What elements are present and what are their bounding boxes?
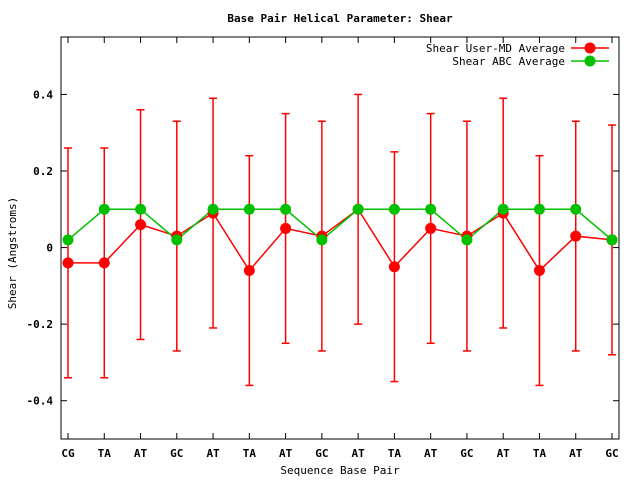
legend-marker (584, 55, 596, 67)
x-tick-label: TA (533, 447, 547, 460)
x-tick-label: AT (279, 447, 293, 460)
x-tick-label: TA (243, 447, 257, 460)
x-tick-label: GC (170, 447, 183, 460)
series-2-point (243, 203, 255, 215)
series-1-point (280, 222, 292, 234)
y-tick-label: -0.2 (27, 318, 54, 331)
x-tick-label: GC (315, 447, 328, 460)
series-1-point (388, 261, 400, 273)
plot-frame (60, 36, 620, 440)
series-1-point (425, 222, 437, 234)
series-markers (62, 203, 618, 277)
x-tick-label: GC (605, 447, 618, 460)
axis-ticks: -0.4 -0.2 0 0.2 0.4 CG TA AT GC AT TA AT GC AT TA AT GC A… (27, 37, 619, 460)
x-tick-label: AT (206, 447, 220, 460)
x-tick-label: AT (569, 447, 583, 460)
series-line-1 (68, 208, 613, 272)
series-2-point (425, 203, 437, 215)
legend-label: Shear User-MD Average (426, 42, 565, 55)
series-2-point (98, 203, 110, 215)
legend-label: Shear ABC Average (452, 55, 565, 68)
y-axis-label: Shear (Angstroms) (6, 197, 19, 310)
series-2-point (533, 203, 545, 215)
series-1-point (98, 257, 110, 269)
series-2-point (352, 203, 364, 215)
y-tick-label: 0.4 (33, 88, 53, 101)
x-tick-label: GC (460, 447, 473, 460)
x-axis-label: Sequence Base Pair (280, 464, 400, 477)
chart-title: Base Pair Helical Parameter: Shear (227, 12, 453, 25)
series-2-point (171, 234, 183, 246)
series-2-point (606, 234, 618, 246)
y-tick-label: 0 (46, 242, 53, 255)
series-2-point (388, 203, 400, 215)
series-1-point (243, 265, 255, 277)
series-line-2 (67, 208, 613, 241)
x-tick-label: TA (388, 447, 402, 460)
series-1-point (533, 265, 545, 277)
series-1-point (62, 257, 74, 269)
series-2-point (570, 203, 582, 215)
series-2-point (461, 234, 473, 246)
series-2-point (207, 203, 219, 215)
series-2-point (280, 203, 292, 215)
x-tick-label: AT (424, 447, 438, 460)
series-lines (67, 208, 613, 272)
series-2-point (497, 203, 509, 215)
series-2-point (135, 203, 147, 215)
legend-marker (584, 42, 596, 54)
series-1-point (570, 230, 582, 242)
x-tick-label: CG (61, 447, 75, 460)
x-tick-label: AT (134, 447, 148, 460)
x-tick-label: AT (352, 447, 366, 460)
y-tick-label: 0.2 (33, 165, 53, 178)
series-2-point (316, 234, 328, 246)
x-tick-label: TA (98, 447, 112, 460)
y-tick-label: -0.4 (27, 395, 54, 408)
error-bars (64, 93, 616, 387)
series-1-point (135, 219, 147, 231)
x-tick-label: AT (497, 447, 511, 460)
series-2-point (62, 234, 74, 246)
